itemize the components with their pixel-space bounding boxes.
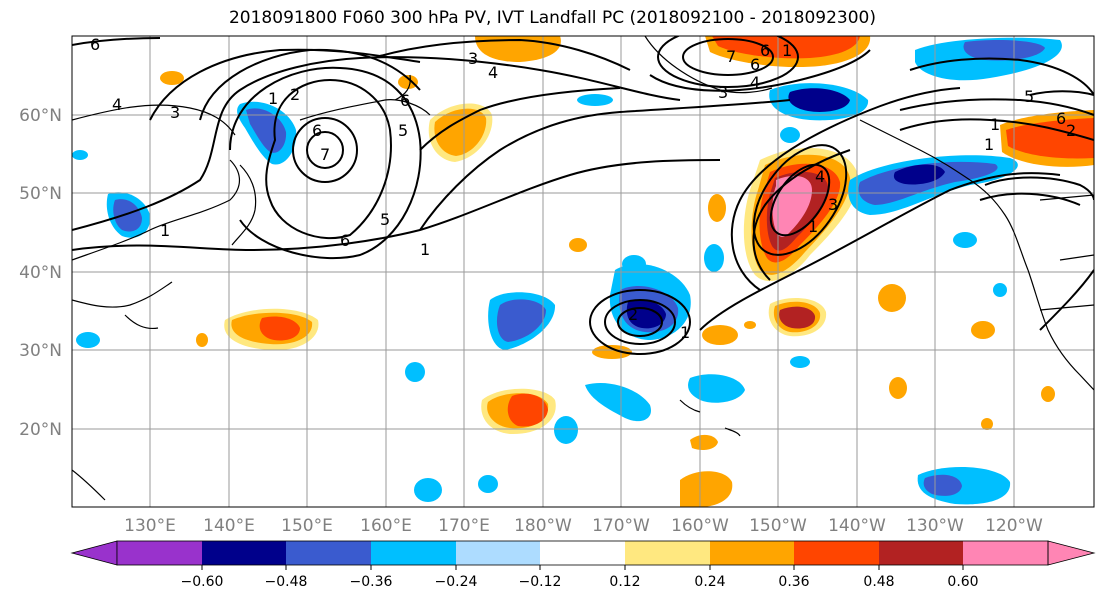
lat-label: 40°N: [19, 263, 62, 283]
colorbar-segment: [456, 541, 540, 565]
contour-label: 4: [488, 63, 498, 82]
colorbar-segment: [540, 541, 625, 565]
contour-label: 4: [815, 167, 825, 186]
colorbar-segment: [710, 541, 794, 565]
lon-label: 130°E: [124, 516, 176, 536]
colorbar-tick-labels: −0.60 −0.48 −0.36 −0.24 −0.12 0.12 0.24 …: [181, 574, 979, 590]
lon-label: 150°E: [281, 516, 333, 536]
contour-label: 2: [1066, 121, 1076, 140]
colorbar-tick-label: 0.12: [609, 574, 640, 590]
map-frame: [71, 35, 1095, 508]
colorbar-tick-label: −0.24: [435, 574, 478, 590]
contour-label: 3: [170, 103, 180, 122]
gridlines: [72, 36, 1094, 507]
lon-label: 180°W: [514, 516, 572, 536]
contour-label: 1: [990, 115, 1000, 134]
contour-label: 5: [398, 121, 408, 140]
colorbar-left-extend: [70, 540, 118, 566]
lon-label: 160°E: [360, 516, 412, 536]
contour-label: 6: [312, 121, 322, 140]
latitude-labels: 60°N 50°N 40°N 30°N 20°N: [19, 106, 62, 440]
lon-label: 160°W: [671, 516, 729, 536]
longitude-labels: 130°E 140°E 150°E 160°E 170°E 180°W 170°…: [124, 516, 1043, 536]
colorbar: −0.60 −0.48 −0.36 −0.24 −0.12 0.12 0.24 …: [70, 540, 1096, 590]
lon-label: 140°W: [828, 516, 886, 536]
colorbar-tick-label: 0.36: [778, 574, 809, 590]
contour-label: 1: [808, 217, 818, 236]
lon-label: 170°W: [592, 516, 650, 536]
contour-label: 6: [90, 35, 100, 54]
map-panel: 6 3 4 4 6 2 1 3 6 7 5 6 1 1 5 6 1 7 6 4 …: [72, 35, 1094, 507]
colorbar-segment: [202, 541, 286, 565]
contour-label: 5: [380, 210, 390, 229]
colorbar-ticks: [201, 565, 964, 570]
contour-labels: 6 3 4 4 6 2 1 3 6 7 5 6 1 1 5 6 1 7 6 4 …: [90, 35, 1076, 342]
map-title: 2018091800 F060 300 hPa PV, IVT Landfall…: [228, 8, 876, 28]
lon-label: 170°E: [438, 516, 490, 536]
contour-label: 6: [750, 55, 760, 74]
contour-label: 1: [984, 135, 994, 154]
colorbar-tick-label: 0.60: [947, 574, 978, 590]
colorbar-tick-label: −0.36: [350, 574, 393, 590]
contour-label: 1: [680, 323, 690, 342]
contour-label: 7: [726, 47, 736, 66]
contour-label: 1: [420, 240, 430, 259]
lat-label: 60°N: [19, 106, 62, 126]
contour-label: 3: [718, 83, 728, 102]
lat-label: 30°N: [19, 341, 62, 361]
colorbar-segment: [879, 541, 963, 565]
contour-label: 2: [290, 85, 300, 104]
colorbar-frame: [116, 540, 1049, 566]
colorbar-segment: [625, 541, 710, 565]
contour-label: 4: [750, 73, 760, 92]
colorbar-tick-label: −0.12: [519, 574, 562, 590]
colorbar-right-extend: [1047, 540, 1096, 566]
colorbar-tick-label: −0.48: [265, 574, 308, 590]
contour-label: 1: [160, 221, 170, 240]
contour-label: 6: [760, 41, 770, 60]
contour-label: 3: [828, 195, 838, 214]
contour-label: 7: [320, 145, 330, 164]
lon-label: 120°W: [985, 516, 1043, 536]
colorbar-tick-label: −0.60: [181, 574, 224, 590]
contour-label: 3: [468, 49, 478, 68]
lon-label: 140°E: [203, 516, 255, 536]
lat-label: 20°N: [19, 420, 62, 440]
contour-label: 5: [1024, 87, 1034, 106]
colorbar-segment: [371, 541, 456, 565]
contour-label: 4: [112, 95, 122, 114]
colorbar-segment: [117, 541, 202, 565]
colorbar-segment: [286, 541, 371, 565]
contour-label: 1: [268, 89, 278, 108]
contour-lines: [72, 36, 1094, 355]
colorbar-segment: [963, 541, 1048, 565]
colorbar-tick-label: 0.24: [694, 574, 725, 590]
contour-label: 2: [628, 305, 638, 324]
contour-label: 6: [1056, 109, 1066, 128]
contour-label: 6: [400, 91, 410, 110]
contour-label: 6: [340, 231, 350, 250]
contour-label: 1: [782, 41, 792, 60]
lon-label: 130°W: [906, 516, 964, 536]
lat-label: 50°N: [19, 184, 62, 204]
colorbar-tick-label: 0.48: [863, 574, 894, 590]
colorbar-segment: [794, 541, 879, 565]
lon-label: 150°W: [749, 516, 807, 536]
